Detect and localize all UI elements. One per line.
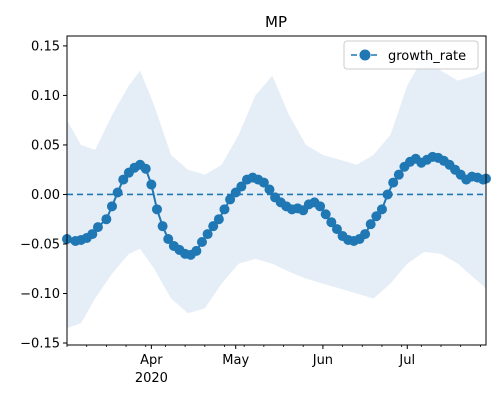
data-point [326,217,337,228]
chart-title: MP [265,13,287,31]
y-tick-label: 0.00 [31,188,60,203]
data-point [376,204,387,215]
y-tick-label: −0.05 [20,237,60,252]
x-year-label: 2020 [135,371,168,386]
y-axis: −0.15 −0.10 −0.05 0.00 0.05 0.10 0.15 [20,39,67,352]
x-tick-label: May [222,353,249,368]
data-point [140,163,151,174]
y-tick-label: 0.15 [31,39,60,54]
x-axis: Apr May Jun Jul 2020 [66,345,481,386]
data-point [371,211,382,222]
data-point [196,237,207,247]
legend-box [343,40,479,70]
data-point [388,177,399,188]
data-point [213,214,224,225]
data-point [331,224,342,235]
data-point [191,245,202,256]
data-point [87,229,98,240]
legend-entry-growth-rate: growth_rate [388,49,466,64]
data-point [163,234,174,245]
data-point [219,204,230,215]
data-point [264,184,275,195]
plot-area-frame [66,35,487,346]
data-point [225,194,236,205]
x-tick-label: Apr [140,353,163,368]
data-point [151,204,162,215]
data-point [236,181,247,192]
data-point [320,209,331,220]
data-point [101,214,112,225]
data-point [106,201,117,212]
y-tick-label: −0.10 [20,287,60,302]
data-point [365,219,376,230]
data-point [315,201,326,212]
data-point [258,177,269,188]
x-tick-label: Jul [398,353,415,368]
confidence-band-layer [67,55,486,329]
legend: growth_rate [343,40,479,70]
data-point [146,179,157,190]
legend-marker-swatch [359,49,371,61]
y-tick-label: 0.05 [31,138,60,153]
data-point [157,221,168,232]
x-tick-label: Jun [312,353,333,368]
data-point [202,229,213,240]
confidence-band [67,55,486,329]
data-point [92,222,103,233]
y-tick-label: −0.15 [20,337,60,352]
data-point [208,221,219,232]
data-point [118,174,129,185]
y-tick-label: 0.10 [31,89,60,104]
data-point [382,189,393,200]
data-point [112,187,123,198]
series-layer [62,151,491,260]
data-point [360,229,371,240]
data-point [393,169,404,180]
